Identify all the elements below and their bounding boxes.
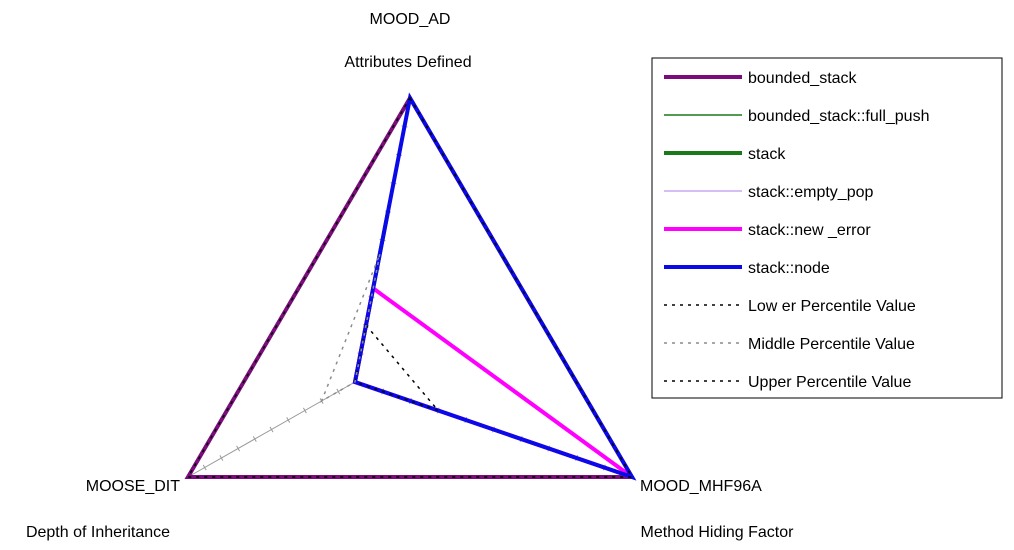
axis-name-mood-mhf96a: MOOD_MHF96A — [640, 478, 762, 495]
legend-label-stack-new-error: stack::new _error — [748, 222, 871, 239]
axis-labels: MOOD_AD Attributes Defined MOOD_MHF96A M… — [26, 11, 794, 541]
axis-description-mood-mhf96a: Method Hiding Factor — [641, 524, 795, 541]
axis-tick — [286, 417, 291, 423]
legend-label-stack: stack — [748, 146, 786, 163]
series-bounded-stack — [184, 94, 636, 479]
legend-label-stack-node: stack::node — [748, 260, 830, 277]
axis-name-mood-ad: MOOD_AD — [370, 11, 451, 28]
legend-label-stack-empty-pop: stack::empty_pop — [748, 184, 874, 201]
axis-description-moose-dit: Depth of Inheritance — [26, 524, 170, 541]
series-layer — [184, 92, 637, 481]
legend-label-middle-percentile-value: Middle Percentile Value — [748, 336, 915, 353]
axes-layer — [187, 97, 633, 478]
axis-tick — [252, 436, 257, 442]
legend-label-bounded-stack: bounded_stack — [748, 70, 858, 87]
axis-tick — [302, 407, 307, 414]
legend-label-upper-percentile-value: Upper Percentile Value — [748, 374, 911, 391]
axis-description-mood-ad: Attributes Defined — [344, 54, 471, 71]
series-middle-percentile-value — [320, 253, 381, 403]
axis-name-moose-dit: MOOSE_DIT — [86, 478, 180, 495]
series-upper-percentile-value — [186, 96, 634, 478]
series-stack-new-error — [352, 284, 634, 479]
legend-label-bounded-stack-full-push: bounded_stack::full_push — [748, 108, 929, 125]
axis-tick — [202, 464, 207, 471]
axis-tick — [219, 455, 224, 461]
legend-label-low-er-percentile-value: Low er Percentile Value — [748, 298, 916, 315]
axis-tick — [236, 445, 241, 452]
legend: bounded_stackbounded_stack::full_pushsta… — [651, 57, 1003, 399]
axis-tick — [336, 388, 341, 395]
series-stack-node — [352, 92, 637, 481]
axis-tick — [269, 426, 274, 433]
